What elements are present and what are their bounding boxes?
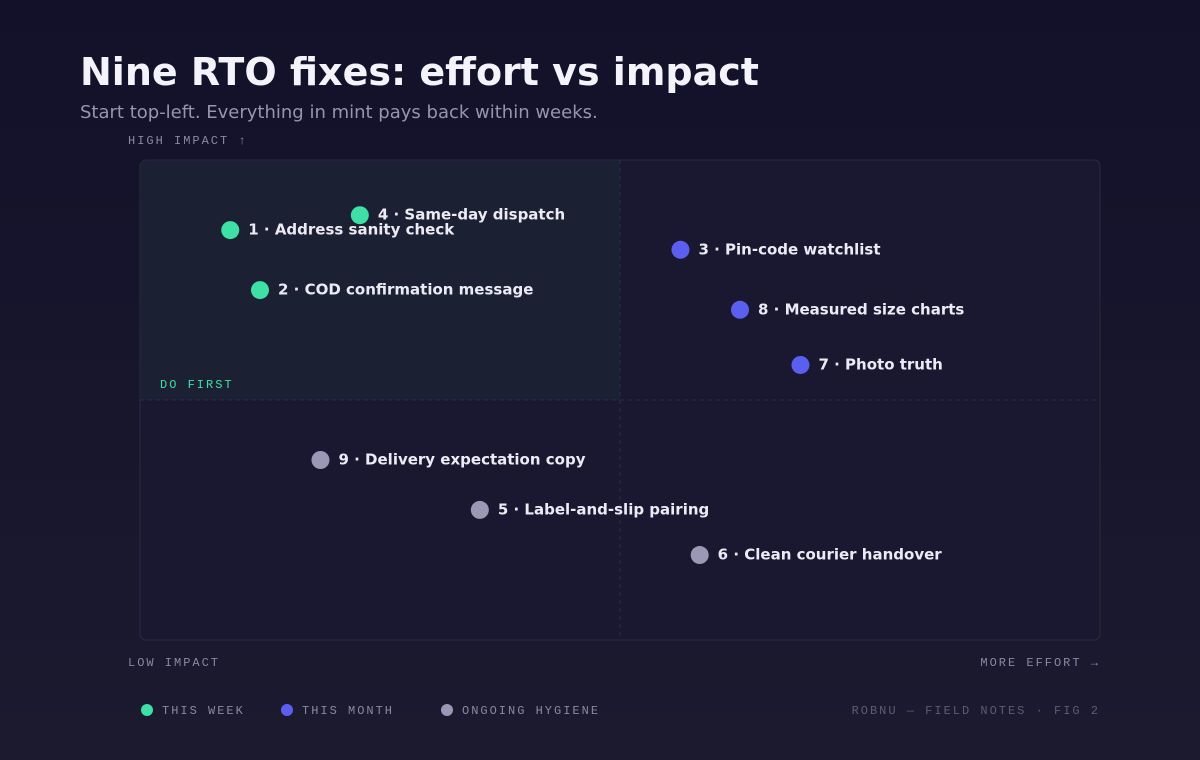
legend-swatch (141, 704, 153, 716)
y-label-bottom: LOW IMPACT (128, 656, 220, 670)
point (311, 451, 330, 469)
chart-subtitle: Start top-left. Everything in mint pays … (80, 102, 598, 123)
legend-swatch (281, 704, 293, 716)
point-label: 8 · Measured size charts (758, 300, 964, 318)
do-first-quadrant (141, 161, 620, 400)
point-label: 5 · Label-and-slip pairing (498, 500, 709, 518)
point (221, 221, 240, 240)
point-label: 9 · Delivery expectation copy (338, 451, 585, 469)
legend-label: THIS MONTH (302, 704, 394, 718)
point-label: 3 · Pin-code watchlist (698, 240, 880, 258)
point (470, 500, 489, 519)
y-label-top: HIGH IMPACT ↑ (128, 134, 248, 148)
x-label: MORE EFFORT → (980, 656, 1100, 670)
point-label: 4 · Same-day dispatch (378, 206, 565, 224)
point-label: 2 · COD confirmation message (278, 281, 533, 299)
point (251, 281, 269, 300)
point (690, 546, 709, 565)
point (671, 240, 690, 259)
point-label: 1 · Address sanity check (248, 221, 455, 239)
point-label: 7 · Photo truth (818, 355, 942, 373)
point (350, 206, 369, 225)
legend-label: ONGOING HYGIENE (462, 704, 600, 718)
point (791, 355, 810, 374)
chart-title: Nine RTO fixes: effort vs impact (80, 50, 759, 94)
source: ROBNU — FIELD NOTES · FIG 2 (852, 704, 1100, 718)
legend-swatch (441, 704, 453, 716)
point-label: 6 · Clean courier handover (718, 546, 943, 564)
quadrant-label: DO FIRST (160, 378, 234, 392)
point (731, 300, 749, 319)
legend-label: THIS WEEK (162, 704, 245, 718)
